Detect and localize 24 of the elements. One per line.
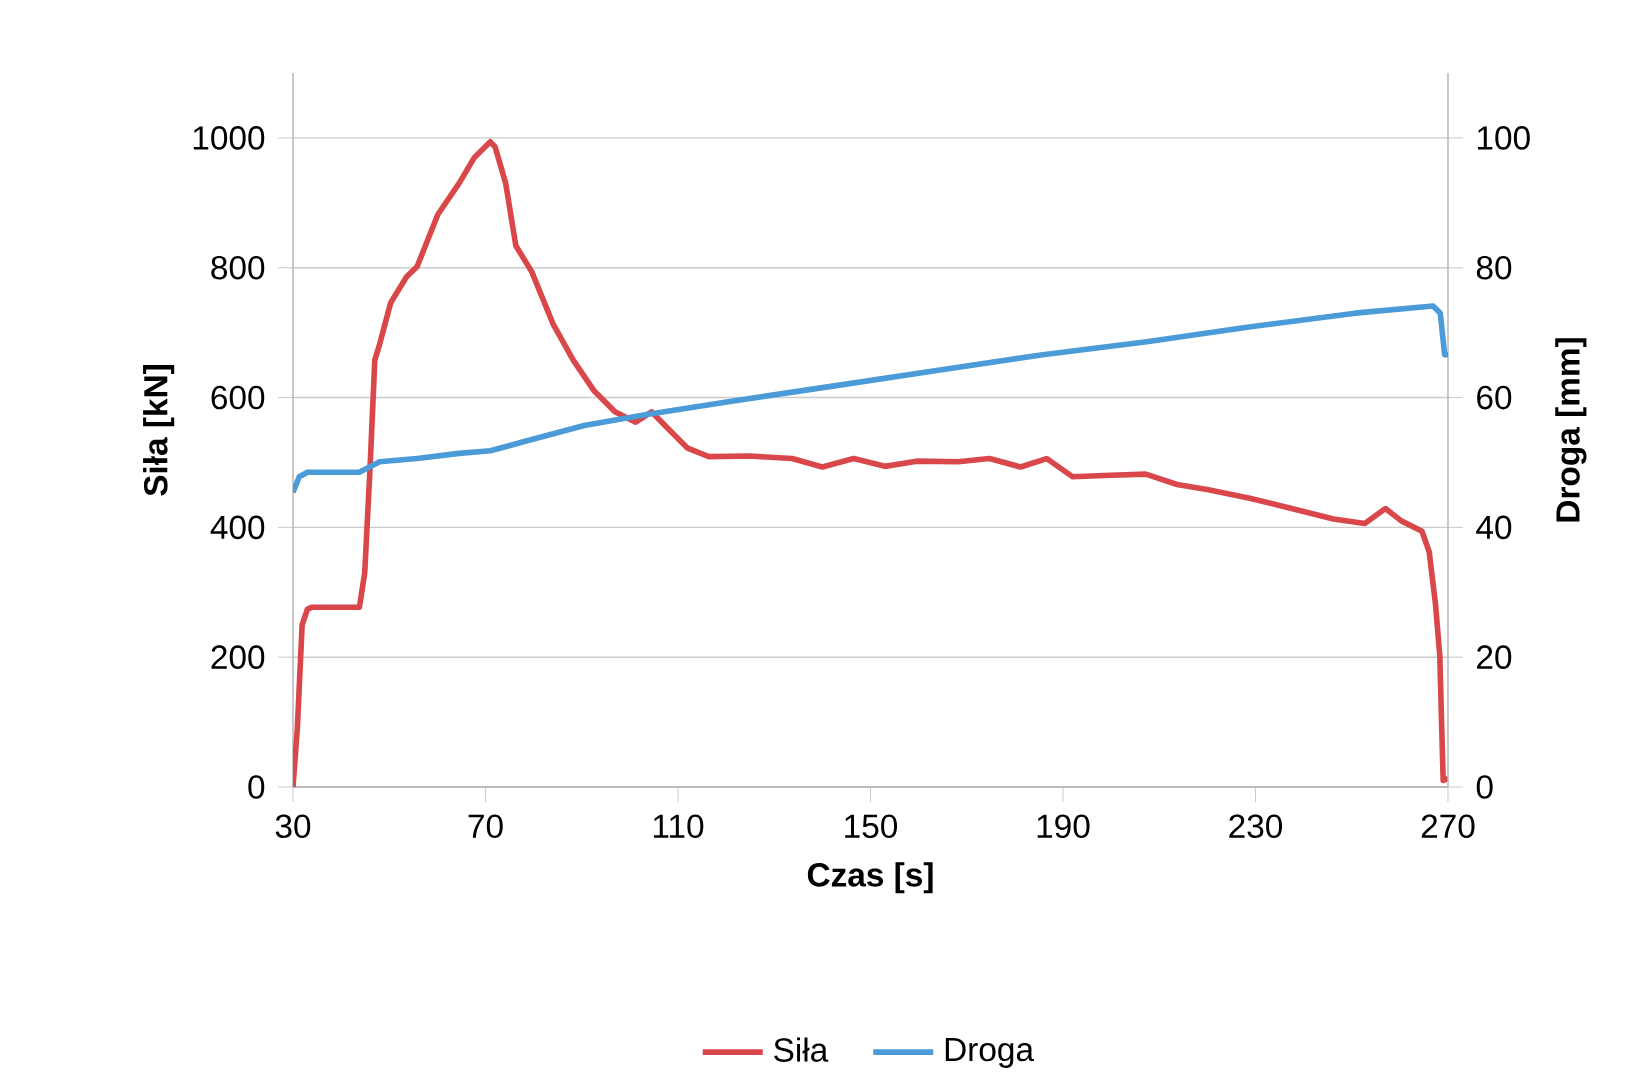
y2-tick-label: 80	[1476, 255, 1512, 280]
x-tick-label: 150	[845, 814, 898, 839]
x-axis-title: Czas [s]	[807, 862, 933, 894]
x-tick-label: 110	[653, 814, 704, 839]
y2-tick-label: 60	[1477, 385, 1512, 410]
x-tick-label: 190	[1037, 814, 1090, 839]
x-tick-label: 70	[468, 814, 503, 839]
x-tick-label: 230	[1229, 814, 1283, 839]
y2-tick-label: 20	[1477, 645, 1512, 670]
y-tick-label: 1000	[193, 126, 265, 150]
y2-tick-label: 40	[1476, 515, 1512, 540]
y2-tick-label: 100	[1477, 126, 1530, 150]
y-tick-label: 800	[211, 255, 265, 280]
legend-label: Droga	[945, 1037, 1035, 1068]
x-tick-label: 30	[275, 814, 311, 839]
y-tick-label: 400	[210, 515, 265, 540]
y2-tick-label: 0	[1476, 775, 1493, 799]
y-tick-label: 600	[211, 385, 265, 410]
y-tick-label: 0	[248, 775, 265, 799]
legend-label: Siła	[774, 1037, 829, 1062]
y2-axis-title: Droga [mm]	[1555, 338, 1587, 522]
y-tick-label: 200	[211, 645, 265, 670]
x-tick-label: 270	[1421, 814, 1475, 839]
y-axis-title: Siła [kN]	[143, 365, 175, 496]
